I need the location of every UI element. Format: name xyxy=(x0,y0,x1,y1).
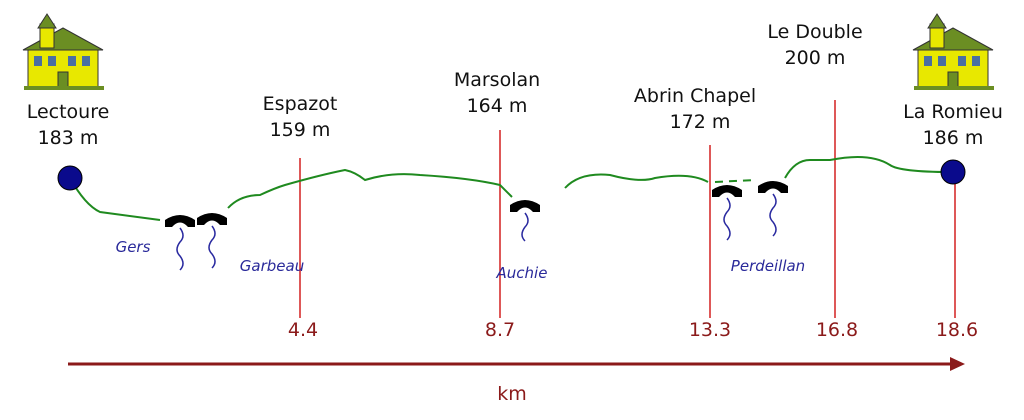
place-elevation: 164 m xyxy=(467,95,528,117)
distance: 16.8 xyxy=(816,319,858,341)
place-name: Lectoure xyxy=(27,101,110,123)
place-elevation: 159 m xyxy=(270,119,331,141)
river-lines xyxy=(176,193,777,271)
place-labels: Lectoure 183 m Espazot 159 m Marsolan 16… xyxy=(27,21,1003,149)
place-elevation: 200 m xyxy=(785,47,846,69)
place-name: Abrin Chapel xyxy=(634,85,756,107)
river-name: Perdeillan xyxy=(731,257,805,275)
place-name: Espazot xyxy=(263,93,338,115)
distance-labels: 4.4 8.7 13.3 16.8 18.6 xyxy=(288,319,978,341)
endpoint xyxy=(940,159,966,185)
place-name: Le Double xyxy=(767,21,862,43)
river-name: Gers xyxy=(116,238,151,256)
endpoint xyxy=(57,165,83,191)
place-name: Marsolan xyxy=(454,69,540,91)
town-icon xyxy=(912,13,995,91)
river-name: Garbeau xyxy=(240,257,304,275)
place-elevation: 172 m xyxy=(670,111,731,133)
distance: 13.3 xyxy=(689,319,731,341)
place-elevation: 183 m xyxy=(38,127,99,149)
distance: 4.4 xyxy=(288,319,318,341)
town-icon xyxy=(22,13,105,91)
axis-label: km xyxy=(497,383,527,405)
arrow-head xyxy=(950,357,965,371)
distance: 18.6 xyxy=(936,319,978,341)
distance-markers xyxy=(299,100,956,318)
river-labels: Gers Garbeau Auchie Perdeillan xyxy=(116,238,806,282)
place-elevation: 186 m xyxy=(923,127,984,149)
bridges xyxy=(165,181,788,227)
distance: 8.7 xyxy=(485,319,515,341)
place-name: La Romieu xyxy=(903,101,1003,123)
river-name: Auchie xyxy=(496,264,548,282)
